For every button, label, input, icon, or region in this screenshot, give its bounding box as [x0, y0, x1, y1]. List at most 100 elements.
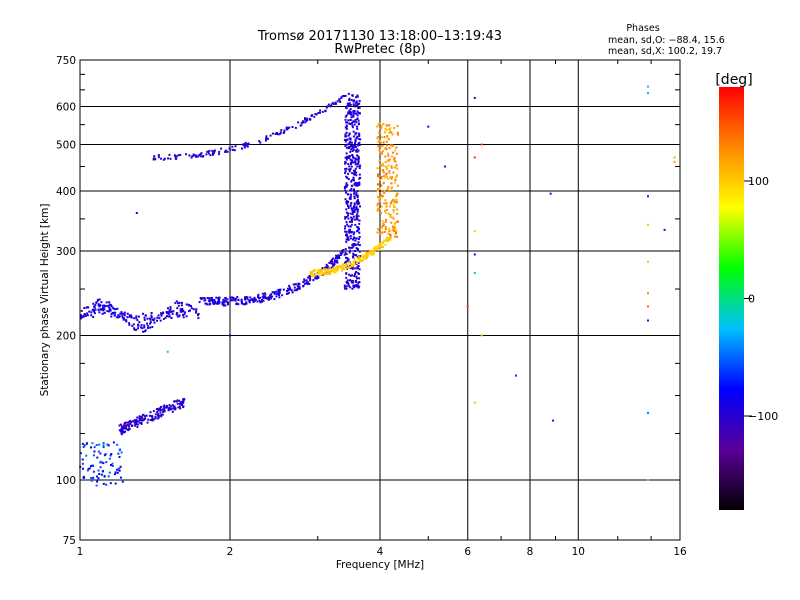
- trace-point: [392, 198, 395, 201]
- trace-point: [141, 327, 144, 330]
- trace-point: [108, 471, 111, 474]
- trace-point: [378, 187, 381, 190]
- trace-point: [382, 141, 385, 144]
- trace-point: [80, 452, 82, 455]
- trace-point: [180, 310, 183, 313]
- trace-point: [146, 421, 149, 424]
- trace-point: [178, 405, 181, 408]
- trace-point: [121, 426, 124, 429]
- trace-point: [354, 171, 357, 174]
- trace-point: [171, 410, 174, 413]
- trace-point: [253, 296, 256, 299]
- trace-point: [355, 275, 358, 278]
- trace-point: [347, 147, 350, 150]
- trace-point: [349, 195, 352, 198]
- trace-point: [108, 308, 111, 311]
- trace-point: [162, 158, 165, 161]
- trace-point: [145, 414, 148, 417]
- scatter-points: [79, 85, 676, 487]
- trace-point: [112, 307, 115, 310]
- trace-point: [158, 414, 161, 417]
- trace-point: [135, 421, 138, 424]
- trace-point: [390, 131, 393, 134]
- trace-point: [390, 221, 393, 224]
- trace-point: [353, 210, 356, 213]
- trace-point: [309, 275, 311, 278]
- trace-point: [382, 163, 384, 166]
- trace-point: [162, 408, 165, 411]
- trace-point: [351, 94, 354, 97]
- trace-point: [389, 215, 392, 218]
- trace-point: [352, 148, 355, 151]
- trace-point: [391, 175, 394, 178]
- trace-point: [358, 255, 361, 258]
- trace-point: [166, 404, 168, 407]
- trace-point: [163, 405, 166, 408]
- isolated-point: [647, 260, 649, 263]
- trace-point: [334, 101, 337, 104]
- trace-point: [182, 399, 185, 401]
- trace-point: [103, 308, 106, 311]
- x-tick-label: 10: [572, 546, 585, 558]
- trace-point: [195, 309, 198, 312]
- trace-point: [356, 135, 359, 138]
- trace-point: [336, 268, 339, 271]
- trace-point: [348, 246, 350, 249]
- trace-point: [332, 270, 334, 273]
- trace-point: [345, 272, 348, 275]
- trace-point: [395, 201, 398, 204]
- trace-point: [182, 400, 185, 403]
- trace-point: [143, 326, 146, 329]
- trace-point: [351, 217, 354, 220]
- trace-point: [380, 205, 383, 208]
- x-tick-label: 2: [227, 546, 234, 558]
- trace-point: [125, 320, 128, 323]
- trace-point: [221, 301, 224, 304]
- trace-point: [141, 414, 144, 417]
- trace-point: [223, 300, 226, 302]
- trace-point: [358, 112, 361, 114]
- trace-point: [341, 267, 344, 270]
- trace-point: [350, 180, 353, 183]
- trace-point: [347, 238, 350, 241]
- trace-point: [135, 419, 138, 422]
- trace-point: [356, 243, 359, 246]
- trace-point: [354, 244, 357, 247]
- trace-point: [208, 149, 211, 152]
- trace-point: [356, 163, 359, 165]
- trace-point: [245, 143, 248, 145]
- trace-point: [354, 181, 357, 184]
- trace-point: [138, 321, 141, 324]
- trace-point: [274, 132, 277, 135]
- trace-point: [351, 279, 354, 282]
- trace-point: [358, 244, 361, 247]
- trace-point: [351, 209, 354, 212]
- trace-point: [333, 266, 336, 269]
- trace-point: [356, 182, 359, 185]
- trace-point: [378, 198, 381, 201]
- trace-point: [385, 201, 388, 204]
- trace-point: [353, 123, 356, 126]
- trace-point: [351, 281, 353, 284]
- trace-point: [380, 136, 383, 139]
- trace-point: [159, 409, 162, 411]
- trace-point: [174, 400, 177, 403]
- trace-point: [377, 188, 379, 191]
- trace-point: [347, 92, 350, 95]
- trace-point: [297, 285, 299, 288]
- trace-point: [348, 142, 351, 145]
- trace-point: [395, 164, 398, 167]
- trace-point: [352, 243, 355, 245]
- trace-point: [100, 301, 103, 304]
- trace-point: [188, 154, 191, 157]
- trace-point: [343, 253, 346, 256]
- trace-point: [376, 231, 379, 234]
- y-tick-label: 600: [56, 102, 76, 114]
- trace-point: [243, 146, 246, 149]
- trace-point: [125, 319, 128, 322]
- trace-point: [356, 110, 359, 113]
- trace-point: [292, 283, 295, 286]
- trace-point: [348, 165, 351, 168]
- trace-point: [382, 169, 385, 172]
